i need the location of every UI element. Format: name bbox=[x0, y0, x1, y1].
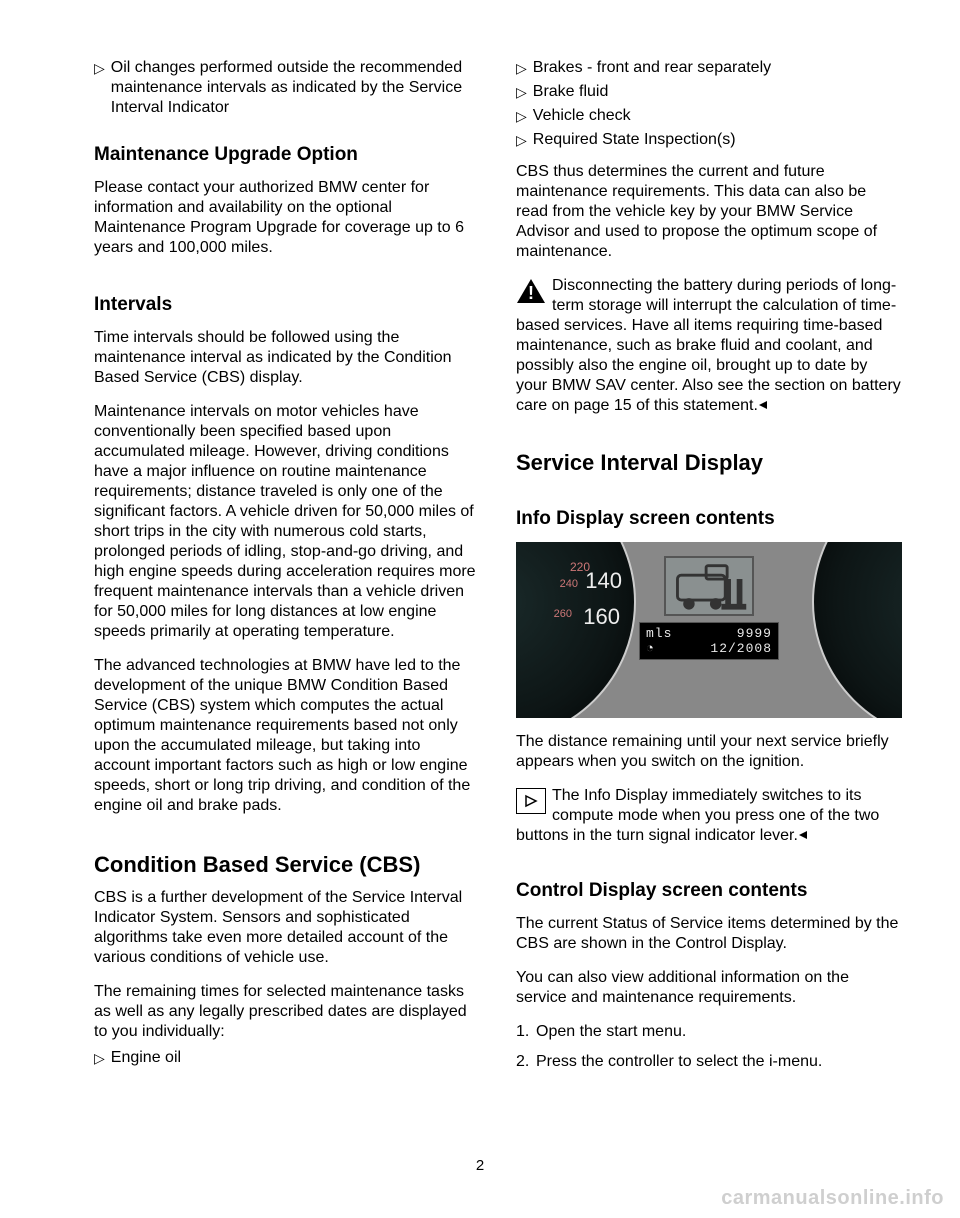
bullet-item: ▷ Brake fluid bbox=[516, 82, 902, 102]
readout-mls-value: 9999 bbox=[737, 626, 772, 641]
paragraph: You can also view additional information… bbox=[516, 968, 902, 1008]
bullet-item: ▷ Required State Inspection(s) bbox=[516, 130, 902, 150]
list-number: 2. bbox=[516, 1052, 536, 1072]
paragraph: Maintenance intervals on motor vehicles … bbox=[94, 402, 480, 642]
paragraph: CBS thus determines the current and futu… bbox=[516, 162, 902, 262]
bullet-item: ▷ Oil changes performed outside the reco… bbox=[94, 58, 480, 118]
gauge-tick: 240 bbox=[560, 578, 578, 590]
car-service-icon bbox=[664, 556, 754, 616]
gauge-tick: 140 bbox=[585, 568, 622, 594]
end-marker-icon bbox=[758, 396, 768, 416]
paragraph: CBS is a further development of the Serv… bbox=[94, 888, 480, 968]
bullet-text: Brake fluid bbox=[533, 82, 609, 102]
paragraph: The distance remaining until your next s… bbox=[516, 732, 902, 772]
bullet-item: ▷ Brakes - front and rear separately bbox=[516, 58, 902, 78]
figure-readout: mls 9999 ◔ 12/2008 bbox=[639, 622, 779, 660]
bullet-text: Oil changes performed outside the recomm… bbox=[111, 58, 480, 118]
heading-control-display: Control Display screen contents bbox=[516, 880, 902, 902]
figure-center-panel: mls 9999 ◔ 12/2008 bbox=[639, 556, 779, 660]
list-text: Open the start menu. bbox=[536, 1022, 686, 1042]
watermark: carmanualsonline.info bbox=[721, 1187, 944, 1210]
paragraph: Please contact your authorized BMW cente… bbox=[94, 178, 480, 258]
paragraph: The remaining times for selected mainten… bbox=[94, 982, 480, 1042]
heading-cbs: Condition Based Service (CBS) bbox=[94, 852, 480, 878]
bullet-text: Engine oil bbox=[111, 1048, 181, 1068]
list-number: 1. bbox=[516, 1022, 536, 1042]
bullet-item: ▷ Vehicle check bbox=[516, 106, 902, 126]
heading-service-interval-display: Service Interval Display bbox=[516, 450, 902, 476]
tip-text: The Info Display immediately switches to… bbox=[516, 787, 879, 844]
gauge-tick: 260 bbox=[554, 608, 572, 620]
paragraph: Time intervals should be followed using … bbox=[94, 328, 480, 388]
clock-icon: ◔ bbox=[646, 641, 655, 656]
bullet-text: Required State Inspection(s) bbox=[533, 130, 736, 150]
svg-text:!: ! bbox=[528, 283, 534, 303]
bullet-item: ▷ Engine oil bbox=[94, 1048, 480, 1068]
bullet-marker-icon: ▷ bbox=[94, 58, 105, 78]
bullet-marker-icon: ▷ bbox=[516, 58, 527, 78]
bullet-text: Vehicle check bbox=[533, 106, 631, 126]
end-marker-icon bbox=[798, 826, 808, 846]
bullet-marker-icon: ▷ bbox=[516, 130, 527, 150]
heading-intervals: Intervals bbox=[94, 294, 480, 316]
left-column: ▷ Oil changes performed outside the reco… bbox=[94, 58, 480, 1082]
heading-info-display: Info Display screen contents bbox=[516, 508, 902, 530]
bullet-text: Brakes - front and rear separately bbox=[533, 58, 771, 78]
list-text: Press the controller to select the i-men… bbox=[536, 1052, 822, 1072]
warning-block: ! Disconnecting the battery during perio… bbox=[516, 276, 902, 416]
paragraph: The advanced technologies at BMW have le… bbox=[94, 656, 480, 816]
tip-block: The Info Display immediately switches to… bbox=[516, 786, 902, 846]
readout-mls-label: mls bbox=[646, 626, 672, 641]
ordered-list-item: 1. Open the start menu. bbox=[516, 1022, 902, 1042]
tip-icon bbox=[516, 788, 546, 814]
right-column: ▷ Brakes - front and rear separately ▷ B… bbox=[516, 58, 902, 1082]
warning-text: Disconnecting the battery during periods… bbox=[516, 277, 901, 414]
page-content: ▷ Oil changes performed outside the reco… bbox=[0, 0, 960, 1112]
warning-icon: ! bbox=[516, 278, 546, 304]
bullet-marker-icon: ▷ bbox=[94, 1048, 105, 1068]
readout-date: 12/2008 bbox=[710, 641, 772, 656]
heading-maintenance-upgrade: Maintenance Upgrade Option bbox=[94, 144, 480, 166]
bullet-marker-icon: ▷ bbox=[516, 106, 527, 126]
paragraph: The current Status of Service items dete… bbox=[516, 914, 902, 954]
page-number: 2 bbox=[0, 1157, 960, 1174]
ordered-list-item: 2. Press the controller to select the i-… bbox=[516, 1052, 902, 1072]
bullet-marker-icon: ▷ bbox=[516, 82, 527, 102]
gauge-right bbox=[812, 542, 902, 718]
gauge-left: 220 240 260 140 160 bbox=[516, 542, 636, 718]
gauge-tick: 160 bbox=[583, 604, 620, 630]
info-display-figure: 220 240 260 140 160 bbox=[516, 542, 902, 718]
